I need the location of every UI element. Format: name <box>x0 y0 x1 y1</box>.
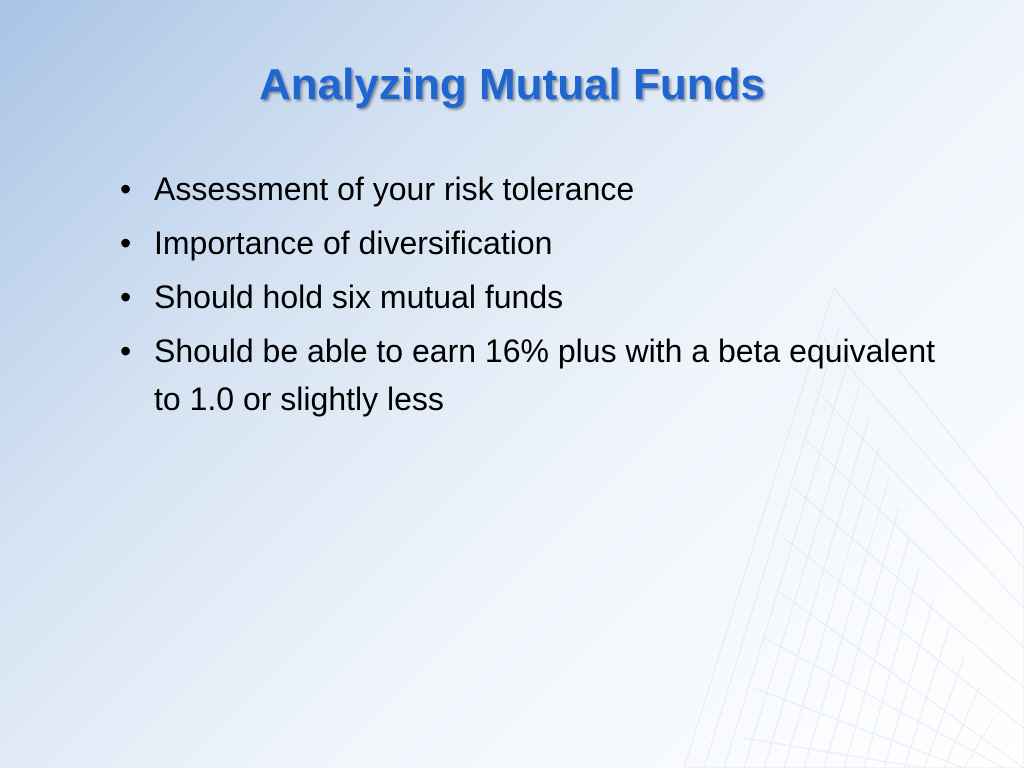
slide-container: Analyzing Mutual Funds Assessment of you… <box>0 0 1024 768</box>
slide-title: Analyzing Mutual Funds <box>70 60 954 110</box>
bullet-item: Importance of diversification <box>120 219 954 267</box>
bullet-list: Assessment of your risk tolerance Import… <box>70 165 954 423</box>
bullet-item: Assessment of your risk tolerance <box>120 165 954 213</box>
bullet-item: Should be able to earn 16% plus with a b… <box>120 327 954 423</box>
bullet-item: Should hold six mutual funds <box>120 273 954 321</box>
